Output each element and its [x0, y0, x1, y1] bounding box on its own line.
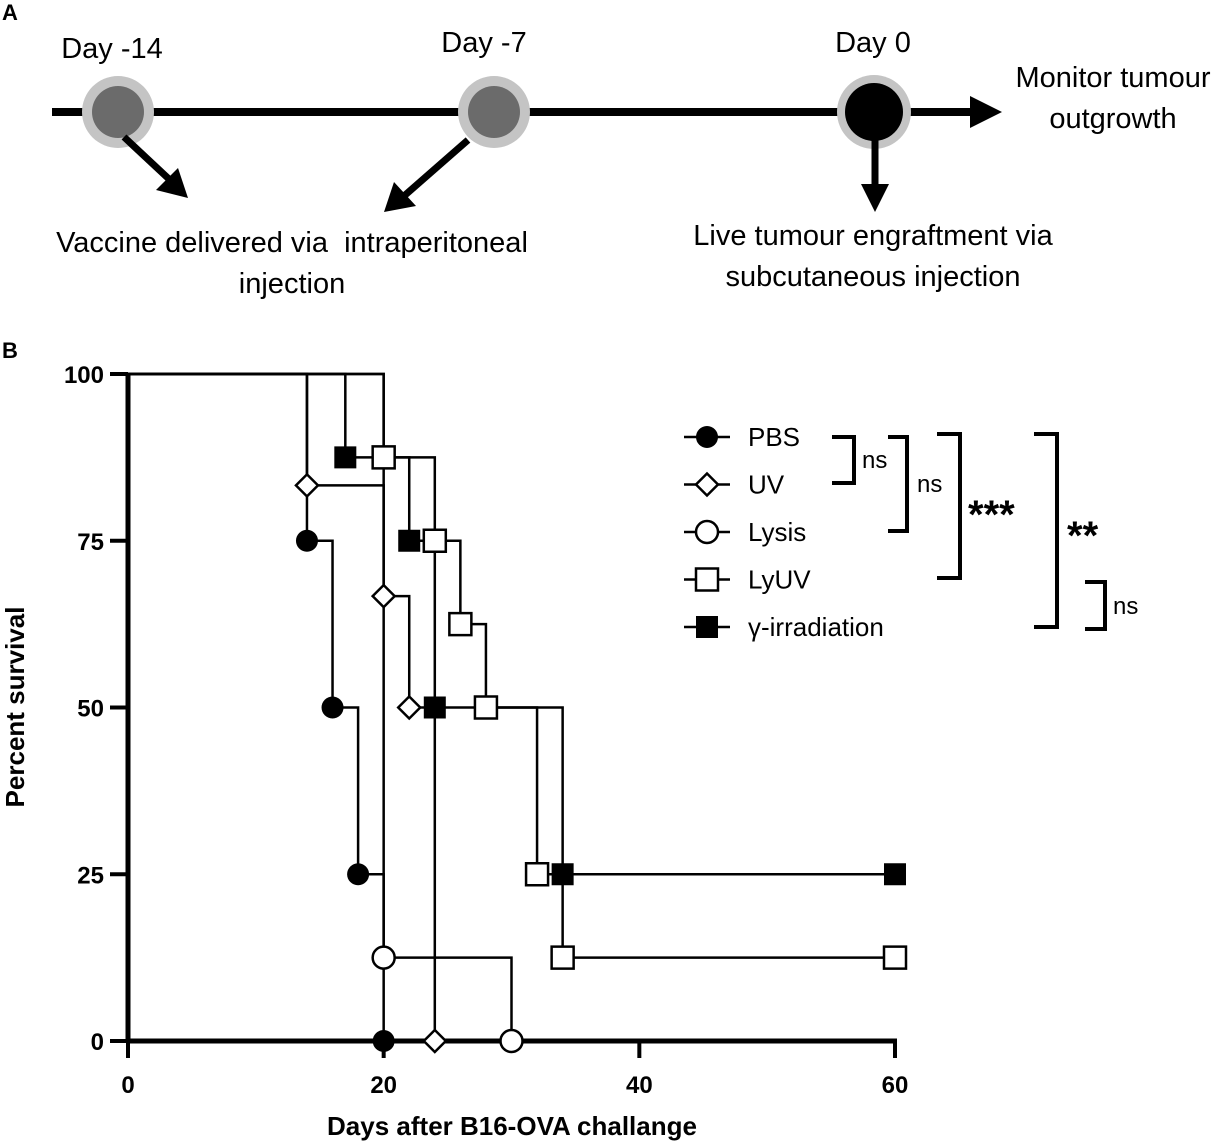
sig-pbs-gamma: **	[1067, 514, 1099, 558]
series-lyuv-point	[448, 611, 473, 637]
y-tick-label: 25	[77, 862, 104, 889]
series-pbs-line	[128, 372, 385, 1041]
vaccine-arrow-right-head	[384, 182, 416, 212]
sig-pbs-uv: ns	[862, 447, 887, 474]
day-minus-14-label: Day -14	[61, 33, 163, 65]
series-uv-line	[128, 372, 437, 1041]
x-tick-label: 20	[370, 1072, 397, 1099]
sig-lyuv-gamma: ns	[1113, 593, 1138, 620]
legend-label: UV	[748, 470, 785, 500]
day-0-label: Day 0	[835, 27, 911, 59]
series-irradiation-point	[423, 696, 446, 719]
axis-ticks: 0 25 50 75 100 0 20 40 60	[64, 362, 908, 1099]
engraft-arrow-head	[861, 184, 889, 212]
legend-item-irradiation: γ-irradiation	[684, 612, 884, 642]
bracket-pbs-gamma	[1034, 432, 1059, 629]
legend-item-uv: UV	[684, 470, 785, 500]
legend-marker	[694, 567, 720, 592]
sig-pbs-lysis: ns	[917, 471, 942, 498]
series-lyuv-point	[422, 528, 448, 553]
series-lyuv-point	[882, 945, 908, 970]
series-lyuv-point	[524, 862, 550, 887]
series-uv-point	[294, 472, 320, 499]
day-0-dot	[845, 83, 903, 141]
x-axis-title: Days after B16-OVA challange	[327, 1111, 697, 1141]
legend-item-lysis: Lysis	[684, 517, 806, 547]
series-pbs-point	[321, 696, 344, 719]
series-lysis-point	[371, 945, 396, 970]
series-lyuv-point	[371, 445, 396, 470]
legend-label: PBS	[748, 422, 800, 452]
legend-label: γ-irradiation	[748, 612, 884, 642]
bracket-pbs-lyuv	[937, 432, 962, 580]
legend-label: Lysis	[748, 517, 806, 547]
series-irradiation-point	[334, 446, 357, 469]
series-uv-point	[370, 583, 397, 609]
series-irradiation-point	[884, 863, 906, 886]
series-irradiation-point	[398, 529, 421, 552]
vaccine-text-line1: Vaccine delivered via intraperitoneal	[56, 227, 528, 259]
bracket-lyuv-gamma	[1085, 580, 1107, 631]
x-tick-label: 60	[882, 1072, 909, 1099]
series-lyuv-point	[473, 695, 499, 720]
bracket-pbs-lysis	[888, 435, 909, 533]
series-uv-point	[396, 694, 423, 721]
legend-marker	[694, 471, 720, 498]
panel-a-label: A	[2, 0, 18, 25]
series-pbs-point	[295, 529, 318, 552]
significance-annotations	[832, 432, 1107, 631]
vaccine-arrow-left-head	[156, 168, 188, 198]
series-lysis-point	[499, 1028, 524, 1054]
series-irradiation-line	[128, 372, 895, 876]
series-irradiation-point	[551, 863, 574, 886]
legend: PBS UV Lysis LyUV γ-irradiation	[684, 422, 884, 642]
timeline-arrowhead	[970, 96, 1002, 128]
sig-pbs-lyuv: ***	[968, 493, 1015, 537]
survival-curves	[128, 372, 908, 1054]
series-lyuv-line	[128, 372, 895, 959]
panel-b: B 0 25 50 75 100 0 20 40 60 Percent survival Day…	[0, 338, 1138, 1141]
vaccine-arrow-right-shaft	[401, 137, 471, 199]
monitor-label-line1: Monitor tumour	[1015, 62, 1210, 94]
engraft-text-line2: subcutaneous injection	[725, 261, 1020, 293]
day-minus-14-dot	[92, 86, 144, 138]
vaccine-arrow-left-shaft	[121, 134, 173, 183]
legend-item-lyuv: LyUV	[684, 565, 811, 595]
bracket-pbs-uv	[832, 435, 856, 485]
vaccine-text-line2: injection	[239, 268, 345, 300]
day-minus-7-dot	[468, 86, 520, 138]
legend-label: LyUV	[748, 565, 811, 595]
y-axis-title: Percent survival	[0, 607, 30, 808]
y-tick-label: 100	[64, 362, 104, 389]
monitor-label-line2: outgrowth	[1049, 103, 1176, 135]
panel-b-label: B	[2, 338, 18, 363]
y-tick-label: 0	[91, 1029, 104, 1056]
series-lyuv-point	[550, 945, 575, 970]
y-tick-label: 50	[77, 696, 104, 723]
series-uv-point	[422, 1028, 448, 1054]
legend-marker	[694, 519, 720, 545]
y-tick-label: 75	[77, 529, 104, 556]
panel-a: A Day -14 Day -7 Day 0 Monitor tumour ou…	[2, 0, 1211, 300]
series-pbs-point	[372, 1030, 395, 1052]
x-tick-label: 40	[626, 1072, 653, 1099]
legend-marker	[696, 426, 718, 448]
legend-marker	[696, 616, 718, 638]
series-pbs-point	[347, 863, 370, 886]
legend-item-pbs: PBS	[684, 422, 800, 452]
engraft-text-line1: Live tumour engraftment via	[693, 220, 1053, 252]
x-tick-label: 0	[121, 1072, 134, 1099]
day-minus-7-label: Day -7	[441, 27, 526, 59]
